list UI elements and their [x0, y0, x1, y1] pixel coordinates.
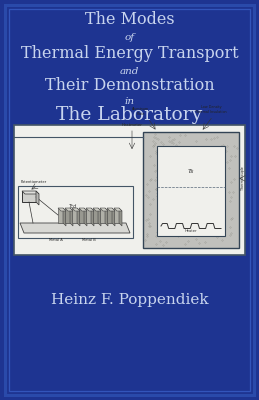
Polygon shape — [65, 208, 73, 211]
Polygon shape — [72, 208, 80, 211]
Polygon shape — [58, 208, 66, 211]
Text: The Modes: The Modes — [85, 12, 174, 28]
Text: in: in — [125, 96, 134, 106]
Text: of: of — [124, 34, 135, 42]
Text: The Laboratory: The Laboratory — [56, 106, 203, 124]
Bar — [143, 132, 239, 248]
Polygon shape — [79, 208, 87, 211]
Polygon shape — [58, 208, 63, 223]
Text: Heater: Heater — [185, 229, 197, 233]
Text: Thermocouple: Thermocouple — [241, 166, 245, 190]
Text: Tcd: Tcd — [69, 204, 77, 208]
Text: Metal B: Metal B — [82, 238, 96, 242]
Polygon shape — [93, 208, 101, 211]
Polygon shape — [84, 208, 87, 226]
Text: Heatmeter: Heatmeter — [121, 123, 142, 127]
Polygon shape — [107, 208, 115, 211]
Text: Ts: Ts — [188, 169, 194, 174]
Polygon shape — [105, 208, 108, 226]
Polygon shape — [72, 208, 77, 223]
Text: Aluminum
Plate: Aluminum Plate — [132, 107, 149, 116]
Polygon shape — [100, 208, 108, 211]
Polygon shape — [114, 208, 122, 211]
Polygon shape — [79, 208, 84, 223]
Polygon shape — [70, 208, 73, 226]
Polygon shape — [63, 208, 66, 226]
Polygon shape — [77, 208, 80, 226]
Text: Potentiometer: Potentiometer — [21, 180, 47, 184]
Bar — [157, 146, 225, 236]
Polygon shape — [20, 223, 130, 233]
Polygon shape — [93, 208, 98, 223]
Polygon shape — [100, 208, 105, 223]
Polygon shape — [65, 208, 70, 223]
Bar — [22, 191, 36, 202]
Bar — [18, 186, 133, 238]
Polygon shape — [114, 208, 119, 223]
Polygon shape — [112, 208, 115, 226]
Text: Metal A: Metal A — [49, 238, 63, 242]
Text: and: and — [120, 66, 139, 76]
Polygon shape — [98, 208, 101, 226]
Polygon shape — [91, 208, 94, 226]
Polygon shape — [36, 191, 39, 205]
Text: Heinz F. Poppendiek: Heinz F. Poppendiek — [51, 293, 208, 307]
Text: Thermal Energy Transport: Thermal Energy Transport — [21, 44, 238, 62]
Bar — [14, 125, 245, 255]
Polygon shape — [107, 208, 112, 223]
Polygon shape — [86, 208, 94, 211]
Polygon shape — [22, 191, 39, 194]
Polygon shape — [86, 208, 91, 223]
Text: Low Density
Thermal Insulation: Low Density Thermal Insulation — [195, 105, 227, 114]
Polygon shape — [119, 208, 122, 226]
Text: Their Demonstration: Their Demonstration — [45, 76, 214, 94]
